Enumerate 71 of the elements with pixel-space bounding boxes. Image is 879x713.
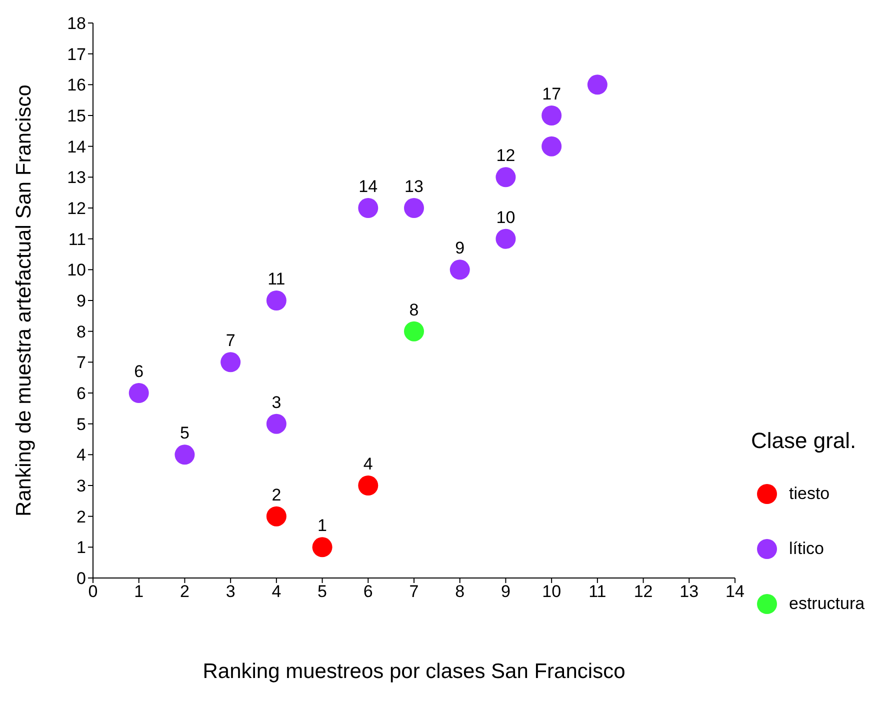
y-tick-label: 15: [67, 106, 86, 126]
y-tick-label: 0: [76, 569, 86, 588]
legend-label: lítico: [789, 539, 824, 559]
x-tick-label: 1: [134, 582, 144, 602]
x-tick-label: 7: [409, 582, 419, 602]
x-tick-label: 4: [272, 582, 282, 602]
point: [542, 136, 562, 156]
y-tick-label: 4: [76, 446, 86, 465]
y-tick-label: 8: [76, 322, 86, 342]
y-tick-label: 7: [76, 353, 86, 372]
legend-label: tiesto: [789, 484, 830, 504]
x-tick-label: 6: [363, 582, 373, 602]
y-tick-label: 11: [68, 230, 86, 249]
legend-label: estructura: [789, 594, 865, 614]
x-tick-label: 8: [455, 582, 465, 602]
point: [358, 198, 378, 218]
y-axis-title: Ranking de muestra artefactual San Francisco: [12, 84, 36, 516]
x-tick-label: 12: [634, 582, 653, 602]
point: [496, 228, 516, 249]
y-tick-label: 2: [76, 507, 86, 526]
annotation: 6: [134, 362, 144, 381]
point: [587, 74, 608, 95]
point: [266, 290, 286, 310]
x-tick-label: 14: [726, 582, 744, 602]
y-tick-label: 14: [67, 137, 86, 156]
point: [128, 383, 149, 403]
point: [220, 352, 241, 372]
annotation: 7: [226, 331, 236, 350]
y-tick-label: 16: [67, 76, 86, 95]
point: [358, 476, 378, 496]
point: [266, 506, 286, 526]
legend-title: Clase gral.: [751, 428, 858, 454]
annotation: 8: [409, 300, 419, 320]
y-tick-label: 17: [67, 44, 86, 64]
point: [312, 537, 332, 558]
annotation: 10: [496, 208, 516, 227]
annotation: 9: [455, 238, 465, 258]
y-tick-label: 18: [67, 14, 86, 34]
point: [404, 321, 424, 342]
y-tick-label: 10: [67, 260, 86, 280]
annotation: 2: [272, 485, 282, 504]
annotation: 14: [358, 177, 378, 196]
y-tick-label: 5: [76, 414, 86, 434]
annotation: 4: [363, 454, 373, 474]
x-tick-label: 10: [542, 582, 562, 602]
point: [404, 198, 424, 218]
y-tick-label: 13: [67, 168, 86, 188]
point: [450, 260, 470, 280]
x-axis-title: Ranking muestreos por clases San Francisco: [202, 660, 626, 683]
point: [496, 167, 516, 188]
annotation: 1: [318, 516, 328, 536]
y-tick-label: 3: [76, 476, 86, 496]
point: [266, 414, 286, 434]
x-tick-label: 11: [588, 582, 606, 602]
x-tick-label: 13: [680, 582, 699, 602]
x-tick-label: 2: [180, 582, 190, 602]
annotation: 5: [180, 424, 190, 443]
annotation: 3: [272, 392, 282, 412]
point: [174, 444, 195, 465]
x-tick-label: 5: [318, 582, 328, 602]
annotation: 13: [404, 177, 424, 196]
y-tick-label: 6: [76, 384, 86, 404]
x-tick-label: 9: [500, 582, 510, 602]
x-tick-label: 3: [226, 582, 236, 602]
annotation: 12: [496, 146, 516, 166]
y-tick-label: 1: [76, 538, 86, 558]
point: [542, 106, 562, 126]
y-tick-label: 9: [76, 292, 86, 311]
y-tick-label: 12: [67, 199, 86, 218]
annotation: 11: [268, 270, 286, 288]
annotation: 17: [542, 84, 562, 104]
